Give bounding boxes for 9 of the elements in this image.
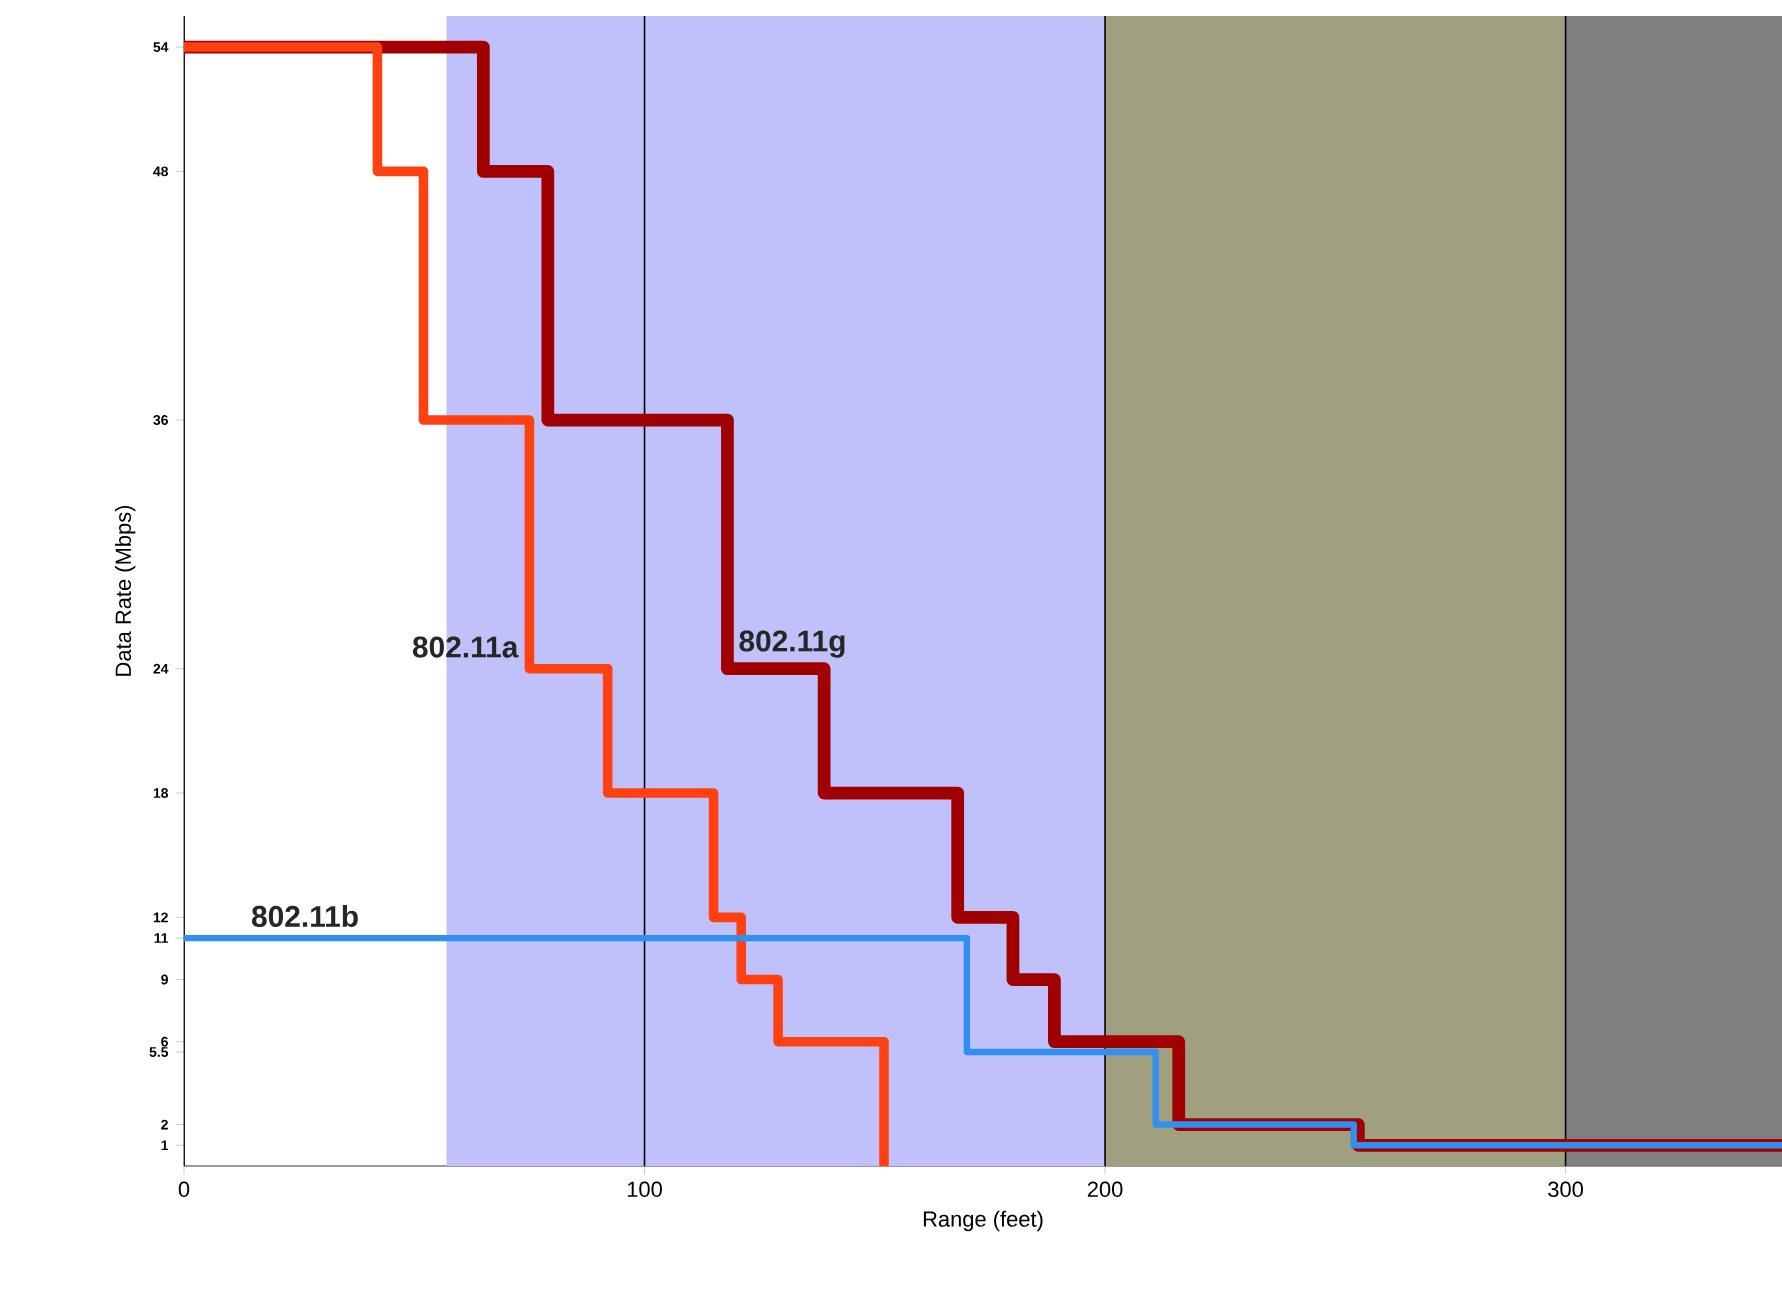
x-tick-label: 200 [1087, 1181, 1123, 1198]
x-axis-title: Range (feet) [923, 1210, 1043, 1232]
x-tick-label: 0 [178, 1181, 190, 1198]
x-tick-label: 300 [1548, 1181, 1583, 1198]
x-tick-label: 100 [627, 1181, 662, 1198]
series-label: 802.11g [739, 630, 845, 658]
series-label: 802.11b [251, 905, 358, 928]
series-label: 802.11a [412, 636, 519, 658]
y-axis-title: Data Rate (Mbps) [114, 505, 136, 676]
